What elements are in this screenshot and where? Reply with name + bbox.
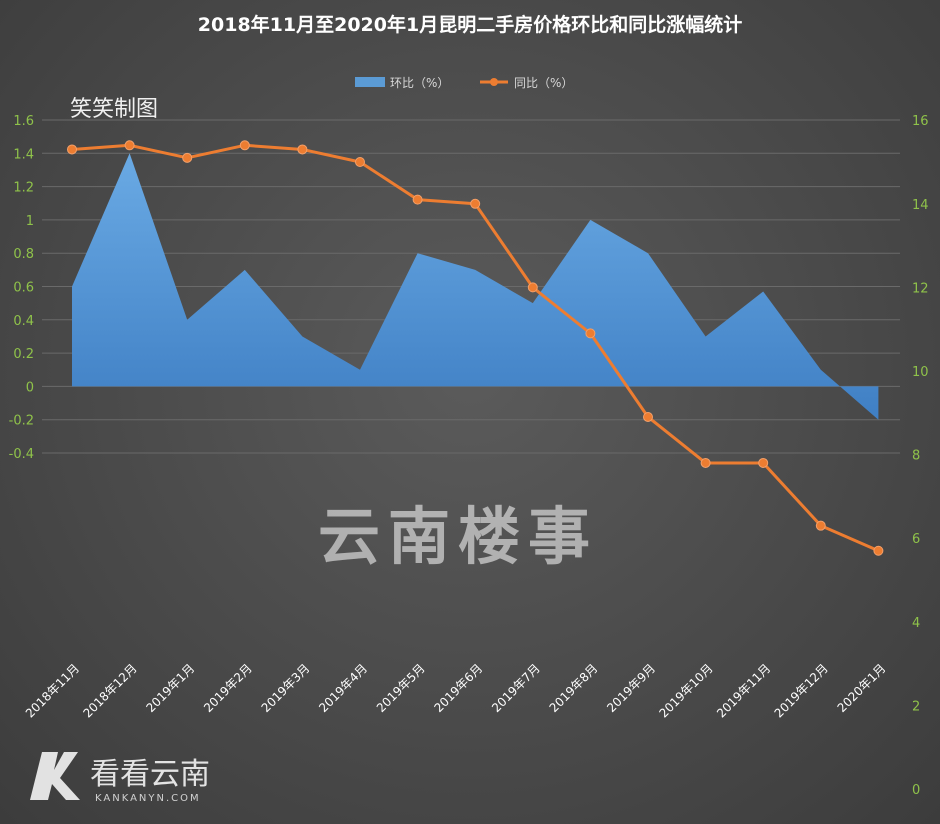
legend-swatch-marker — [490, 78, 498, 86]
credit-text: 笑笑制图 — [70, 97, 158, 122]
area-point — [244, 269, 245, 270]
area-point — [820, 369, 821, 370]
line-point — [297, 144, 308, 155]
chart-title: 2018年11月至2020年1月昆明二手房价格环比和同比涨幅统计 — [198, 13, 742, 36]
area-point — [302, 336, 303, 337]
line-point — [758, 457, 769, 468]
x-tick-label: 2020年1月 — [835, 661, 889, 715]
x-tick-label: 2019年2月 — [201, 661, 255, 715]
left-tick-label: 0 — [26, 380, 34, 395]
logo: 看看云南 KANKANYN.COM — [30, 752, 210, 804]
legend-label-area: 环比（%） — [390, 76, 449, 90]
right-tick-label: 16 — [912, 114, 929, 129]
right-tick-label: 6 — [912, 532, 920, 547]
line-point — [470, 198, 481, 209]
line-point — [67, 144, 77, 155]
area-point — [360, 369, 361, 370]
left-tick-label: 0.2 — [13, 347, 34, 362]
line-point — [182, 152, 193, 163]
area-point — [648, 253, 649, 254]
right-tick-label: 2 — [912, 699, 920, 714]
x-tick-label: 2019年7月 — [489, 661, 543, 715]
x-tick-label: 2019年3月 — [259, 661, 313, 715]
area-point — [187, 319, 188, 320]
left-tick-label: 1.4 — [13, 147, 34, 162]
right-tick-label: 8 — [912, 449, 920, 464]
legend-label-line: 同比（%） — [514, 76, 573, 90]
right-tick-label: 10 — [912, 365, 929, 380]
left-tick-label: 0.4 — [13, 314, 34, 329]
watermark-text: 云南楼事 — [318, 500, 598, 573]
right-tick-label: 0 — [912, 783, 920, 798]
logo-url: KANKANYN.COM — [95, 793, 201, 804]
line-point — [815, 520, 826, 531]
logo-name: 看看云南 — [90, 757, 210, 792]
right-tick-label: 4 — [912, 616, 920, 631]
line-layer — [67, 140, 884, 556]
area-point — [532, 303, 533, 304]
area-layer — [72, 153, 879, 420]
area-point — [763, 291, 764, 292]
x-tick-label: 2019年4月 — [316, 661, 370, 715]
line-point — [873, 545, 884, 556]
left-tick-label: 1.6 — [13, 114, 34, 129]
line-point — [355, 157, 365, 167]
line-point — [412, 194, 423, 205]
x-tick-label: 2018年11月 — [23, 661, 82, 720]
area-point — [129, 153, 130, 154]
x-tick-label: 2019年10月 — [656, 661, 715, 720]
line-point — [527, 282, 538, 293]
area-series-huanbi — [72, 153, 879, 420]
x-tick-label: 2019年12月 — [772, 661, 831, 720]
left-tick-label: 1 — [26, 214, 34, 229]
area-point — [590, 219, 591, 220]
x-tick-label: 2018年12月 — [80, 661, 139, 720]
left-axis: -0.4 -0.2 0 0.2 0.4 0.6 0.8 1 1.2 1.4 1.6 — [9, 114, 34, 462]
area-point — [878, 419, 879, 420]
x-tick-label: 2019年6月 — [431, 661, 485, 715]
left-tick-label: -0.4 — [9, 447, 34, 462]
line-point — [585, 328, 596, 339]
x-tick-label: 2019年5月 — [374, 661, 428, 715]
right-axis: 0 2 4 6 8 10 12 14 16 — [912, 114, 929, 798]
right-tick-label: 12 — [912, 281, 929, 296]
logo-mark-icon — [30, 752, 80, 800]
left-tick-label: 1.2 — [13, 181, 34, 196]
line-point — [643, 411, 653, 422]
area-point — [417, 253, 418, 254]
right-tick-label: 14 — [912, 198, 929, 213]
left-tick-label: 0.6 — [13, 281, 34, 296]
area-point — [72, 286, 73, 287]
line-point — [124, 140, 135, 151]
area-point — [705, 336, 706, 337]
x-tick-label: 2019年8月 — [547, 661, 601, 715]
legend: 环比（%） 同比（%） — [355, 76, 573, 90]
x-tick-label: 2019年11月 — [714, 661, 773, 720]
legend-swatch-area — [355, 77, 385, 87]
left-tick-label: -0.2 — [9, 414, 34, 429]
area-point — [475, 269, 476, 270]
x-tick-label: 2019年9月 — [604, 661, 658, 715]
line-point — [700, 457, 711, 468]
line-point — [239, 140, 250, 151]
left-tick-label: 0.8 — [13, 247, 34, 262]
x-tick-label: 2019年1月 — [143, 661, 197, 715]
